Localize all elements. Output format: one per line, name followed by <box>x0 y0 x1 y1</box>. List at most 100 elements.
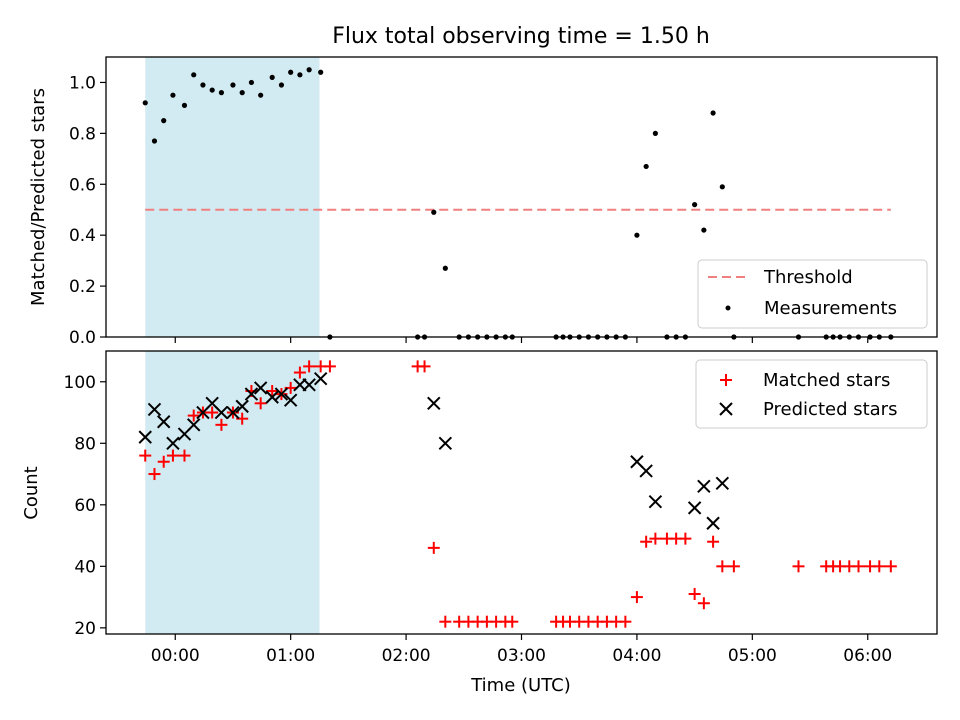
measurement-point <box>209 87 215 93</box>
measurement-point <box>142 100 148 106</box>
measurement-point <box>218 90 225 96</box>
x-tick-label: 04:00 <box>612 646 661 666</box>
top-panel: 0.0 0.2 0.4 0.6 0.8 1.0 Matched/Predicted sta… <box>28 56 938 348</box>
legend-predicted-label: Predicted stars <box>763 399 897 420</box>
measurement-point <box>181 102 188 108</box>
matched-star-point <box>303 360 316 373</box>
measurement-point <box>318 69 324 75</box>
predicted-star-point <box>265 390 279 404</box>
top-y-tick-label: 0.8 <box>69 124 96 144</box>
predicted-star-point <box>313 371 328 386</box>
legend-matched-label: Matched stars <box>763 370 890 391</box>
measurement-point <box>248 79 255 86</box>
measurement-point <box>239 90 245 96</box>
bottom-y-tick-label: 80 <box>74 434 96 454</box>
predicted-star-point <box>214 405 229 420</box>
legend-measurements-swatch <box>725 305 731 311</box>
top-y-tick-label: 0.2 <box>69 277 96 297</box>
measurement-point <box>306 67 312 73</box>
measurement-point <box>431 209 437 215</box>
measurement-point <box>297 72 303 78</box>
bottom-y-tick-label: 20 <box>74 619 96 639</box>
matched-star-point <box>178 449 191 462</box>
measurement-point <box>701 227 707 233</box>
matched-star-point <box>293 366 306 379</box>
predicted-star-point <box>687 501 702 515</box>
predicted-star-point <box>283 393 298 407</box>
matched-star-point <box>640 535 653 548</box>
bottom-legend: Matched stars Predicted stars <box>695 359 928 429</box>
predicted-star-point <box>138 430 152 444</box>
bottom-shaded-span <box>145 351 320 634</box>
matched-star-point <box>716 560 729 573</box>
predicted-star-point <box>235 399 249 414</box>
matched-star-point <box>697 597 710 610</box>
x-axis-label: Time (UTC) <box>470 675 571 696</box>
measurement-point <box>442 265 448 271</box>
measurement-point <box>719 184 725 190</box>
legend-matched-swatch <box>720 374 732 386</box>
matched-star-point <box>418 360 431 373</box>
top-y-ticks: 0.0 0.2 0.4 0.6 0.8 1.0 <box>69 73 106 348</box>
predicted-star-point <box>706 516 720 530</box>
predicted-star-point <box>715 476 730 490</box>
matched-star-point <box>873 560 886 573</box>
matched-star-point <box>792 560 805 573</box>
predicted-star-point <box>147 402 162 417</box>
predicted-star-point <box>648 495 663 509</box>
count-points <box>138 360 897 628</box>
x-tick-label: 01:00 <box>266 646 315 666</box>
bottom-x-ticks: 00:00 01:00 02:00 03:00 04:00 05:00 06:00 <box>151 634 892 666</box>
matched-star-point <box>884 560 897 573</box>
top-shaded-span <box>145 57 320 337</box>
predicted-star-point <box>253 381 268 395</box>
top-x-ticks <box>174 337 869 343</box>
predicted-star-point <box>427 396 441 411</box>
top-legend: Threshold Measurements <box>697 259 928 329</box>
matched-star-point <box>649 532 662 545</box>
predicted-star-point <box>244 387 259 401</box>
top-y-tick-label: 0.4 <box>69 226 96 246</box>
predicted-star-point <box>274 387 289 401</box>
legend-measurements-label: Measurements <box>764 298 897 319</box>
matched-star-point <box>427 541 440 554</box>
predicted-star-point <box>302 378 316 392</box>
bottom-panel: 20 40 60 80 100 00:00 01:00 02:00 03:00 04:00 05:… <box>21 350 938 696</box>
top-y-axis-label: Matched/Predicted stars <box>28 88 49 306</box>
predicted-star-point <box>166 436 180 450</box>
matched-star-point <box>688 588 701 601</box>
x-tick-label: 05:00 <box>728 646 777 666</box>
matched-star-point <box>727 560 740 573</box>
top-axes-frame <box>105 56 938 338</box>
measurement-point <box>161 118 167 124</box>
matched-star-point <box>157 455 170 468</box>
matched-star-point <box>506 615 519 628</box>
measurement-point <box>258 92 264 98</box>
bottom-y-tick-label: 40 <box>74 557 96 577</box>
legend-predicted-swatch <box>719 402 733 416</box>
measurement-point <box>200 82 206 88</box>
predicted-star-point <box>226 405 240 420</box>
legend-threshold-label: Threshold <box>763 267 853 288</box>
measurement-point <box>652 130 658 136</box>
top-legend-frame <box>697 259 928 329</box>
bottom-y-tick-label: 100 <box>64 373 96 393</box>
predicted-star-point <box>187 418 201 432</box>
matched-star-point <box>206 406 219 419</box>
matched-star-point <box>852 560 865 573</box>
x-tick-label: 00:00 <box>151 646 200 666</box>
measurement-point <box>634 232 640 238</box>
measurement-point <box>170 92 176 98</box>
matched-star-point <box>215 418 228 431</box>
chart-title: Flux total observing time = 1.50 h <box>332 24 710 49</box>
predicted-star-point <box>697 479 711 494</box>
measurement-point <box>692 202 698 208</box>
matched-star-point <box>439 615 452 628</box>
matched-star-point <box>630 591 643 604</box>
matched-star-point <box>166 449 179 462</box>
x-tick-label: 02:00 <box>382 646 431 666</box>
matched-star-point <box>266 384 279 397</box>
matched-star-point <box>254 397 267 410</box>
predicted-star-point <box>438 436 453 450</box>
